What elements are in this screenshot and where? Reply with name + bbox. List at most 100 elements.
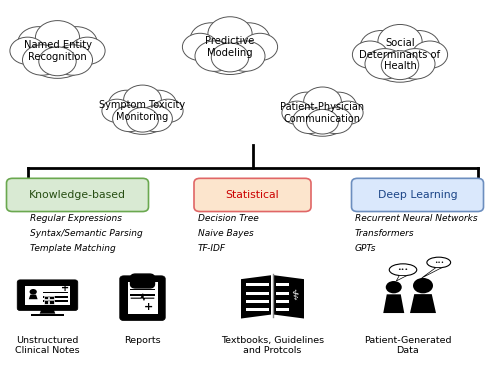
Polygon shape	[246, 308, 269, 312]
Text: Statistical: Statistical	[226, 190, 280, 200]
Text: Transformers: Transformers	[355, 229, 414, 238]
Circle shape	[212, 43, 248, 72]
Text: Predictive
Modeling: Predictive Modeling	[206, 36, 254, 58]
Polygon shape	[276, 283, 289, 286]
Circle shape	[24, 26, 92, 78]
Circle shape	[126, 107, 158, 132]
Circle shape	[386, 281, 402, 293]
Circle shape	[306, 109, 338, 134]
Text: Named Entity
Recognition: Named Entity Recognition	[24, 40, 92, 62]
Circle shape	[282, 101, 312, 124]
Text: ⚕: ⚕	[292, 288, 299, 302]
FancyBboxPatch shape	[130, 274, 154, 288]
Circle shape	[124, 85, 162, 114]
FancyBboxPatch shape	[44, 300, 49, 304]
Text: Social
Determinants of
Health: Social Determinants of Health	[360, 38, 440, 71]
Polygon shape	[29, 295, 38, 299]
Text: GPTs: GPTs	[355, 244, 376, 252]
Text: Unstructured
Clinical Notes: Unstructured Clinical Notes	[15, 336, 80, 355]
Circle shape	[382, 51, 418, 80]
Circle shape	[55, 27, 98, 59]
FancyBboxPatch shape	[44, 296, 49, 300]
Circle shape	[70, 37, 105, 64]
Circle shape	[413, 278, 433, 293]
Circle shape	[378, 24, 422, 59]
Circle shape	[288, 92, 324, 120]
Circle shape	[320, 92, 356, 120]
Polygon shape	[276, 308, 289, 312]
Circle shape	[112, 106, 146, 132]
Polygon shape	[246, 283, 269, 286]
Text: Knowledge-based: Knowledge-based	[29, 190, 126, 200]
Circle shape	[196, 22, 264, 74]
Circle shape	[108, 90, 144, 118]
Text: TF-IDF: TF-IDF	[198, 244, 226, 252]
FancyBboxPatch shape	[6, 178, 148, 212]
Circle shape	[114, 90, 172, 134]
Circle shape	[360, 30, 403, 63]
Circle shape	[398, 30, 440, 63]
FancyBboxPatch shape	[49, 300, 54, 304]
FancyBboxPatch shape	[352, 178, 484, 212]
Circle shape	[208, 17, 252, 51]
Text: +: +	[144, 302, 154, 312]
Circle shape	[333, 101, 363, 124]
Circle shape	[294, 91, 352, 136]
Text: Template Matching: Template Matching	[30, 244, 116, 252]
Ellipse shape	[427, 257, 450, 268]
Text: Patient-Physician
Communication: Patient-Physician Communication	[280, 102, 364, 124]
Text: Textbooks, Guidelines
and Protcols: Textbooks, Guidelines and Protcols	[221, 336, 324, 355]
Circle shape	[226, 41, 265, 71]
Polygon shape	[40, 308, 56, 314]
Polygon shape	[410, 294, 436, 313]
Polygon shape	[43, 300, 68, 302]
Polygon shape	[130, 294, 154, 296]
FancyBboxPatch shape	[128, 283, 158, 314]
Polygon shape	[396, 276, 406, 281]
Circle shape	[153, 99, 183, 122]
Text: •••: •••	[398, 267, 408, 272]
Text: Deep Learning: Deep Learning	[378, 190, 458, 200]
Circle shape	[365, 49, 405, 79]
Circle shape	[318, 108, 352, 134]
FancyBboxPatch shape	[17, 280, 78, 311]
Polygon shape	[241, 275, 271, 318]
Circle shape	[292, 108, 326, 134]
Polygon shape	[276, 300, 289, 303]
Circle shape	[352, 41, 388, 68]
Circle shape	[412, 41, 448, 68]
Polygon shape	[130, 289, 154, 290]
Polygon shape	[246, 292, 269, 295]
Circle shape	[18, 27, 60, 59]
FancyBboxPatch shape	[24, 286, 70, 305]
FancyBboxPatch shape	[49, 296, 54, 300]
Circle shape	[195, 41, 234, 71]
Text: Patient-Generated
Data: Patient-Generated Data	[364, 336, 451, 355]
Text: Regular Expressions: Regular Expressions	[30, 214, 122, 223]
Circle shape	[39, 47, 76, 76]
Circle shape	[228, 23, 270, 55]
Circle shape	[53, 45, 92, 75]
Text: Naive Bayes: Naive Bayes	[198, 229, 254, 238]
FancyBboxPatch shape	[194, 178, 311, 212]
Polygon shape	[274, 275, 304, 318]
Circle shape	[396, 49, 435, 79]
Text: Decision Tree: Decision Tree	[198, 214, 258, 223]
Circle shape	[36, 20, 80, 55]
Polygon shape	[43, 291, 68, 293]
Polygon shape	[422, 268, 442, 278]
Polygon shape	[276, 292, 289, 295]
Circle shape	[30, 289, 37, 295]
Circle shape	[22, 45, 62, 75]
Circle shape	[366, 30, 434, 82]
Circle shape	[182, 33, 218, 61]
Text: Reports: Reports	[124, 336, 161, 345]
Polygon shape	[246, 300, 269, 303]
Polygon shape	[43, 296, 68, 298]
Circle shape	[138, 106, 172, 132]
Text: Symptom Toxicity
Monitoring: Symptom Toxicity Monitoring	[100, 100, 186, 122]
Polygon shape	[32, 314, 64, 316]
Circle shape	[10, 37, 46, 64]
Text: +: +	[61, 283, 69, 293]
FancyBboxPatch shape	[120, 276, 165, 320]
